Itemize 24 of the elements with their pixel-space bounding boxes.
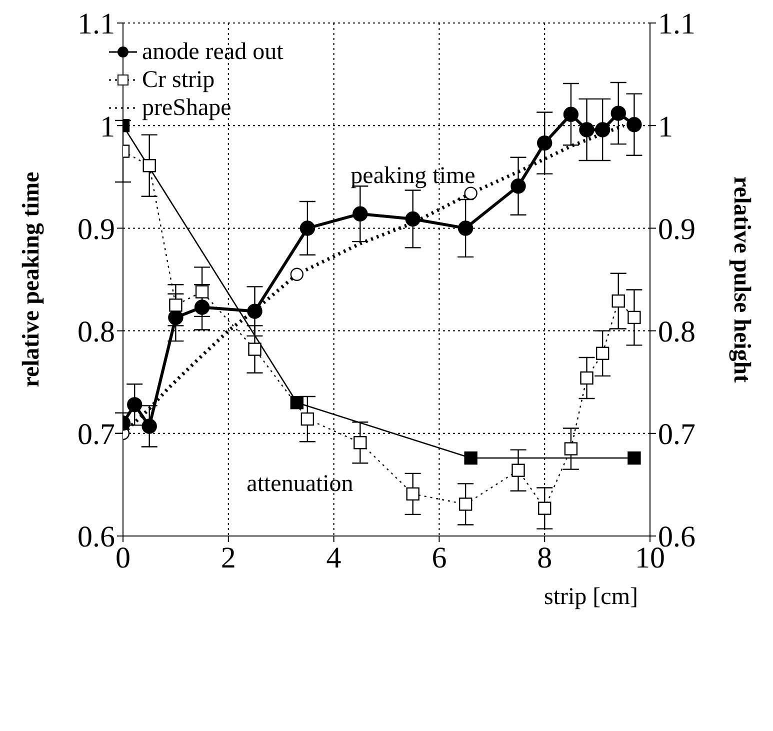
y2-tick-label: 1 bbox=[658, 110, 673, 144]
y-tick-label: 1.1 bbox=[78, 8, 115, 41]
y-tick-label: 0.6 bbox=[78, 520, 115, 554]
y2-tick-label: 1.1 bbox=[658, 8, 696, 41]
legend-label: anode read out bbox=[142, 38, 284, 66]
y-tick-label: 0.9 bbox=[78, 212, 115, 246]
y-tick-label: 1 bbox=[100, 110, 115, 144]
y-axis-title: relative peaking time bbox=[18, 171, 45, 388]
y-tick-label: 0.8 bbox=[78, 315, 115, 348]
x-axis-title: strip [cm] bbox=[544, 584, 638, 610]
x-tick-label: 0 bbox=[116, 541, 130, 574]
legend-label: Cr strip bbox=[142, 66, 215, 94]
y2-tick-label: 0.8 bbox=[658, 315, 696, 348]
annotation: peaking time bbox=[350, 163, 476, 189]
x-tick-label: 4 bbox=[326, 541, 342, 574]
legend-label: preShape bbox=[142, 94, 232, 122]
y2-axis-title: relative pulse height bbox=[728, 176, 754, 383]
y2-tick-label: 0.7 bbox=[658, 418, 696, 452]
y-tick-label: 0.7 bbox=[78, 418, 115, 452]
x-tick-label: 8 bbox=[537, 541, 552, 574]
annotation: attenuation bbox=[246, 471, 354, 497]
x-tick-label: 2 bbox=[220, 541, 236, 574]
x-tick-label: 6 bbox=[432, 541, 447, 574]
y2-tick-label: 0.9 bbox=[658, 212, 696, 246]
